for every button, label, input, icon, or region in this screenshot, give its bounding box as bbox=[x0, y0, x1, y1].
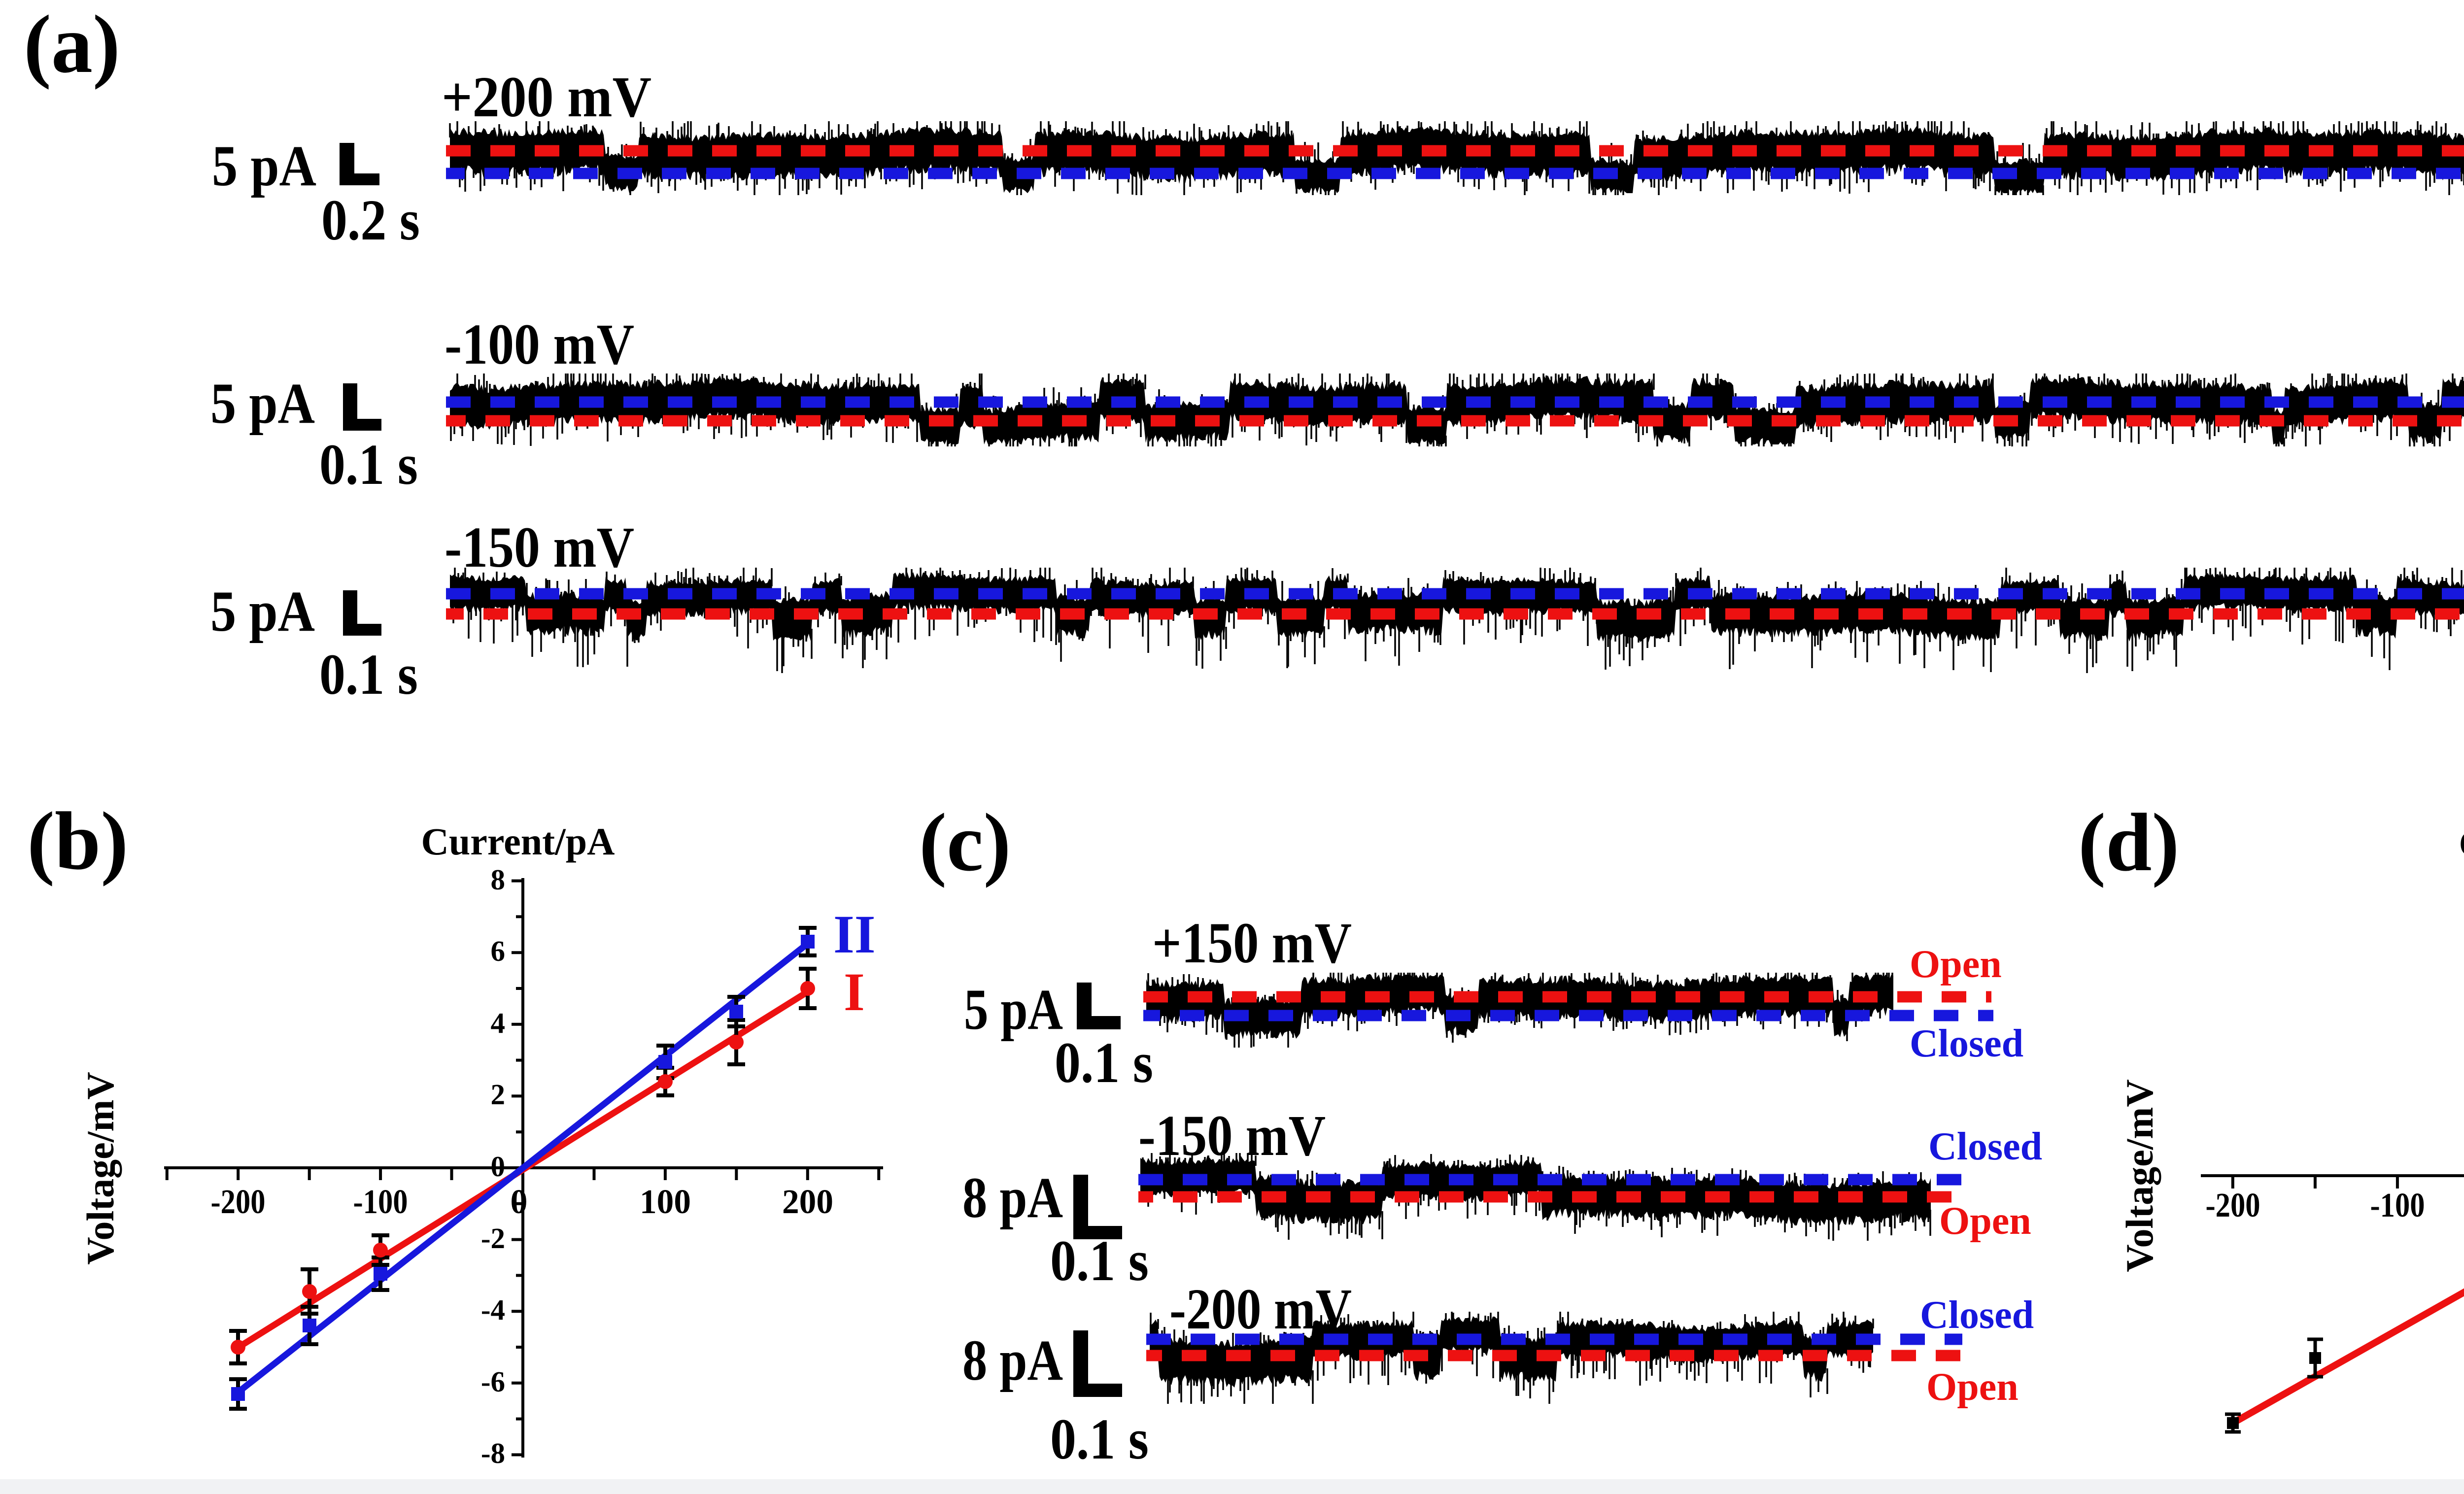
svg-text:6: 6 bbox=[491, 935, 506, 967]
svg-text:0.1 s: 0.1 s bbox=[1055, 1030, 1153, 1095]
svg-text:-100: -100 bbox=[2370, 1187, 2425, 1224]
svg-text:-200: -200 bbox=[211, 1183, 266, 1221]
svg-text:Voltage/mV: Voltage/mV bbox=[2118, 1079, 2161, 1272]
svg-text:(a): (a) bbox=[24, 0, 120, 90]
svg-text:0.2 s: 0.2 s bbox=[321, 188, 420, 252]
svg-text:Open: Open bbox=[1926, 1365, 2019, 1409]
svg-text:4: 4 bbox=[491, 1007, 506, 1039]
svg-text:-200: -200 bbox=[2206, 1187, 2260, 1224]
svg-text:5 pA: 5 pA bbox=[212, 134, 316, 198]
svg-text:Voltage/mV: Voltage/mV bbox=[79, 1072, 122, 1264]
svg-text:0: 0 bbox=[491, 1150, 506, 1183]
svg-text:0: 0 bbox=[511, 1183, 528, 1221]
svg-text:200: 200 bbox=[782, 1183, 833, 1221]
svg-text:+150 mV: +150 mV bbox=[1152, 911, 1352, 975]
svg-text:0.1 s: 0.1 s bbox=[1050, 1228, 1149, 1293]
svg-text:-8: -8 bbox=[481, 1437, 505, 1469]
svg-text:(b): (b) bbox=[27, 795, 128, 887]
svg-text:Closed: Closed bbox=[1920, 1293, 2034, 1337]
svg-text:5 pA: 5 pA bbox=[210, 579, 315, 644]
svg-text:(c): (c) bbox=[919, 797, 1011, 888]
svg-text:(d): (d) bbox=[2078, 797, 2179, 888]
svg-text:100: 100 bbox=[640, 1183, 691, 1221]
svg-text:0.1 s: 0.1 s bbox=[319, 642, 418, 707]
svg-text:Current/pA: Current/pA bbox=[2459, 822, 2464, 865]
svg-text:-2: -2 bbox=[481, 1222, 505, 1255]
svg-text:-150 mV: -150 mV bbox=[445, 515, 634, 579]
svg-text:8: 8 bbox=[491, 863, 506, 896]
svg-text:II: II bbox=[833, 904, 876, 964]
svg-text:-6: -6 bbox=[481, 1365, 505, 1398]
svg-text:I: I bbox=[844, 962, 865, 1022]
svg-text:Current/pA: Current/pA bbox=[421, 820, 615, 863]
svg-text:Open: Open bbox=[1939, 1199, 2031, 1243]
svg-text:Closed: Closed bbox=[1910, 1022, 2023, 1065]
svg-text:-4: -4 bbox=[481, 1293, 505, 1326]
svg-text:8 pA: 8 pA bbox=[962, 1165, 1063, 1230]
svg-text:0.1 s: 0.1 s bbox=[319, 432, 418, 497]
svg-text:Closed: Closed bbox=[1928, 1125, 2042, 1168]
svg-text:Open: Open bbox=[1910, 943, 2002, 986]
svg-text:0.1 s: 0.1 s bbox=[1050, 1407, 1149, 1471]
svg-text:5 pA: 5 pA bbox=[964, 977, 1063, 1042]
svg-text:-100 mV: -100 mV bbox=[445, 312, 634, 376]
svg-text:2: 2 bbox=[491, 1078, 506, 1111]
svg-text:8 pA: 8 pA bbox=[962, 1328, 1063, 1392]
svg-text:5 pA: 5 pA bbox=[210, 371, 315, 436]
svg-text:-100: -100 bbox=[353, 1183, 408, 1221]
svg-text:+200 mV: +200 mV bbox=[442, 65, 651, 129]
